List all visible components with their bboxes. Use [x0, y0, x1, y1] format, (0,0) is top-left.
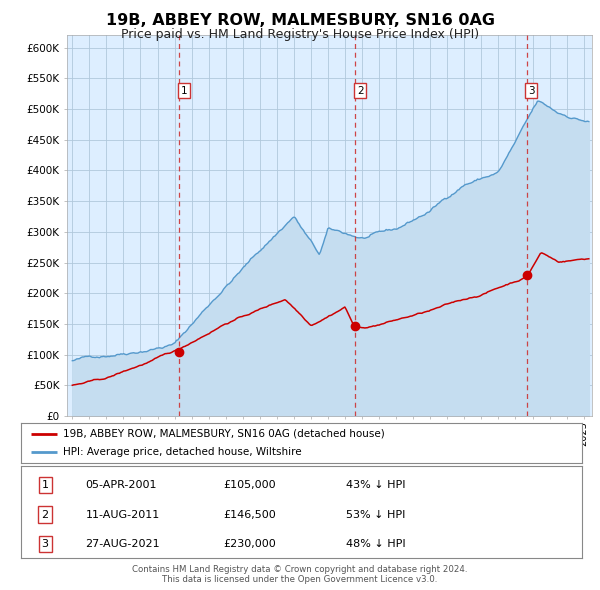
Text: 3: 3	[41, 539, 49, 549]
Text: Price paid vs. HM Land Registry's House Price Index (HPI): Price paid vs. HM Land Registry's House …	[121, 28, 479, 41]
Text: 3: 3	[528, 86, 535, 96]
Text: 19B, ABBEY ROW, MALMESBURY, SN16 0AG: 19B, ABBEY ROW, MALMESBURY, SN16 0AG	[106, 13, 494, 28]
Text: 11-AUG-2011: 11-AUG-2011	[86, 510, 160, 520]
Text: HPI: Average price, detached house, Wiltshire: HPI: Average price, detached house, Wilt…	[63, 447, 302, 457]
Text: 05-APR-2001: 05-APR-2001	[86, 480, 157, 490]
Text: 48% ↓ HPI: 48% ↓ HPI	[346, 539, 406, 549]
Text: £105,000: £105,000	[223, 480, 275, 490]
Text: 1: 1	[41, 480, 49, 490]
Text: 27-AUG-2021: 27-AUG-2021	[86, 539, 160, 549]
Text: Contains HM Land Registry data © Crown copyright and database right 2024.: Contains HM Land Registry data © Crown c…	[132, 565, 468, 573]
Text: 53% ↓ HPI: 53% ↓ HPI	[346, 510, 406, 520]
Text: This data is licensed under the Open Government Licence v3.0.: This data is licensed under the Open Gov…	[163, 575, 437, 584]
Text: 2: 2	[41, 510, 49, 520]
Text: £146,500: £146,500	[223, 510, 276, 520]
Text: 2: 2	[357, 86, 364, 96]
Text: 19B, ABBEY ROW, MALMESBURY, SN16 0AG (detached house): 19B, ABBEY ROW, MALMESBURY, SN16 0AG (de…	[63, 429, 385, 439]
Text: 43% ↓ HPI: 43% ↓ HPI	[346, 480, 406, 490]
Text: 1: 1	[181, 86, 187, 96]
Text: £230,000: £230,000	[223, 539, 276, 549]
